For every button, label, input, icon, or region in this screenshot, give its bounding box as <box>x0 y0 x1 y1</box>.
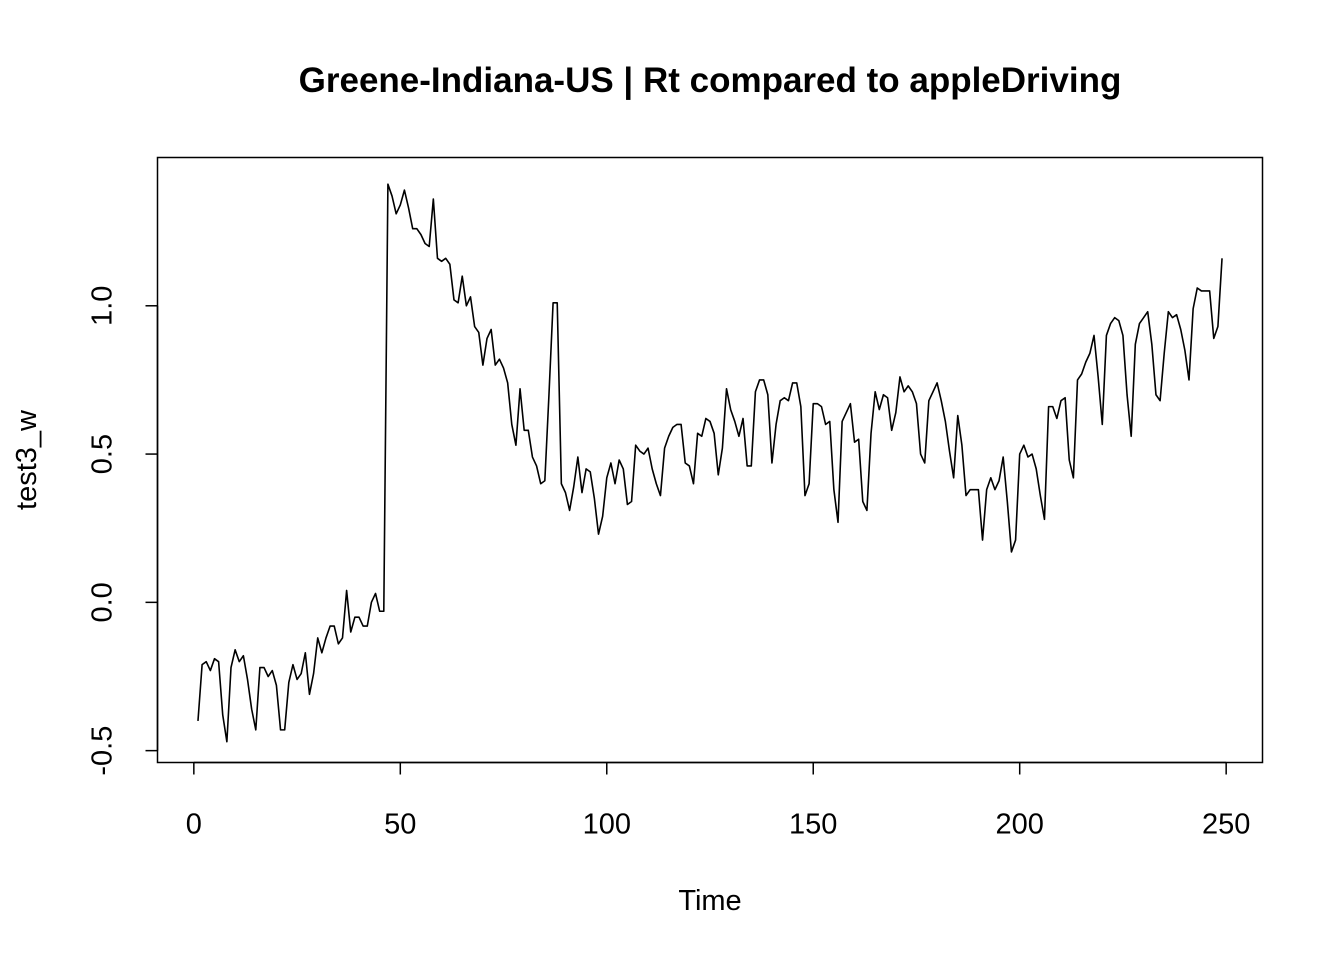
plot-frame <box>156 156 1264 764</box>
series-line <box>197 183 1223 743</box>
y-tick-label: 0.0 <box>87 582 119 622</box>
x-tick-label: 150 <box>789 809 837 841</box>
chart-title: Greene-Indiana-US | Rt compared to apple… <box>299 61 1122 100</box>
y-axis-label: test3_w <box>11 409 43 510</box>
x-tick-label: 250 <box>1202 809 1250 841</box>
x-axis: 0 50 100 150 200 250 <box>186 761 1250 841</box>
x-tick-label: 100 <box>583 809 631 841</box>
y-axis: -0.5 0.0 0.5 1.0 <box>87 286 159 776</box>
x-tick-label: 50 <box>384 809 416 841</box>
x-tick-label: 200 <box>996 809 1044 841</box>
x-axis-label: Time <box>678 885 741 917</box>
y-tick-label: 0.5 <box>87 434 119 474</box>
y-tick-label: 1.0 <box>87 286 119 326</box>
x-tick-label: 0 <box>186 809 202 841</box>
y-tick-label: -0.5 <box>87 726 119 776</box>
